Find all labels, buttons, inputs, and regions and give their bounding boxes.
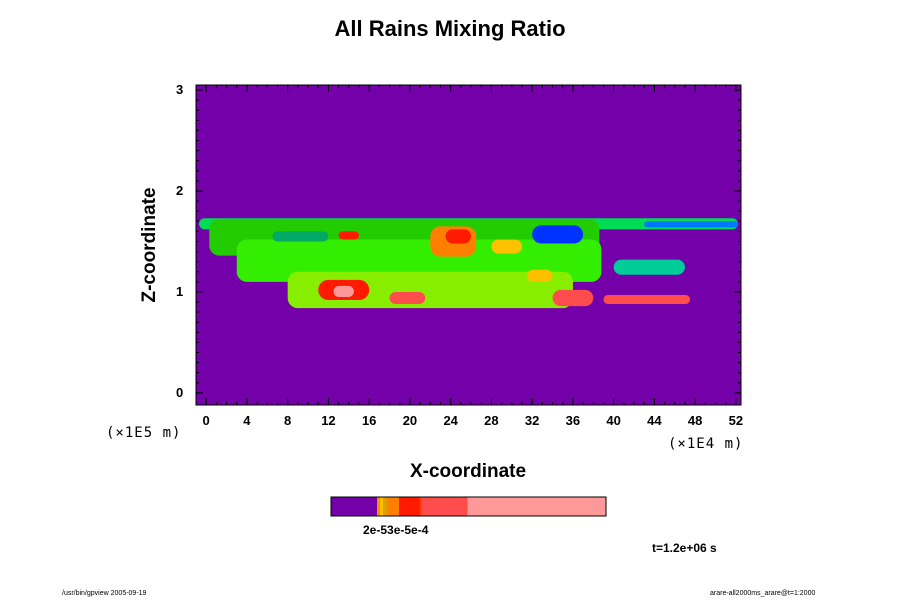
colorbar-segment [419, 497, 421, 516]
y-tick-label: 3 [176, 82, 184, 98]
colorbar-segment [468, 497, 606, 516]
colorbar-segment [331, 497, 377, 516]
colorbar-segment [387, 497, 399, 516]
colorbar-segment [377, 497, 380, 516]
x-tick-label: 20 [402, 413, 418, 428]
contour-region-17 [644, 221, 738, 228]
colorbar-segment [467, 497, 468, 516]
x-axis-unit: (×1E4 m) [668, 436, 744, 452]
footer-right: arare-all2000ms_arare@t=1:2000 [710, 590, 816, 597]
y-tick-label: 1 [176, 283, 184, 299]
contour-region-16 [532, 225, 584, 244]
x-tick-label: 52 [728, 413, 744, 428]
x-tick-label: 4 [243, 413, 251, 428]
contour-region-9 [389, 291, 426, 305]
contour-region-14 [527, 269, 553, 282]
colorbar [330, 496, 607, 517]
x-tick-label: 44 [647, 413, 662, 428]
contour-region-13 [491, 239, 522, 254]
x-tick-label: 16 [361, 413, 377, 428]
contour-region-12 [338, 231, 359, 240]
y-tick-label: 0 [176, 384, 184, 400]
colorbar-segment [383, 497, 387, 516]
heatmap-contours [199, 218, 738, 309]
y-axis-label: Z-coordinate [139, 187, 160, 303]
x-tick-label: 32 [524, 413, 540, 428]
colorbar-segment [399, 497, 419, 516]
plot-axes [195, 84, 742, 406]
x-axis-label: X-coordinate [409, 461, 527, 482]
colorbar-segment [421, 497, 467, 516]
time-label: t=1.2e+06 s [652, 541, 717, 555]
contour-region-15 [272, 231, 329, 242]
contour-region-11 [603, 294, 691, 305]
x-tick-label: 8 [284, 413, 292, 428]
x-tick-label: 0 [202, 413, 210, 428]
chart-title: All Rains Mixing Ratio [334, 16, 566, 41]
x-tick-label: 36 [565, 413, 581, 428]
y-axis-unit: (×1E5 m) [106, 425, 182, 441]
plot-frame [195, 84, 742, 406]
colorbar-segment [380, 497, 383, 516]
x-tick-label: 24 [443, 413, 458, 428]
y-tick-label: 2 [176, 182, 184, 198]
x-tick-label: 28 [484, 413, 499, 428]
x-tick-label: 40 [606, 413, 621, 428]
contour-region-10 [552, 289, 594, 307]
contour-region-8 [333, 285, 354, 297]
footer-left: /usr/bin/gpview 2005-09-19 [62, 590, 147, 597]
colorbar-labels: 2e-53e-5e-4 [363, 523, 429, 537]
colorbar-frame [330, 496, 607, 517]
contour-region-4 [613, 259, 685, 275]
x-tick-label: 12 [321, 413, 336, 428]
contour-region-6 [445, 229, 472, 244]
x-tick-label: 48 [687, 413, 703, 428]
